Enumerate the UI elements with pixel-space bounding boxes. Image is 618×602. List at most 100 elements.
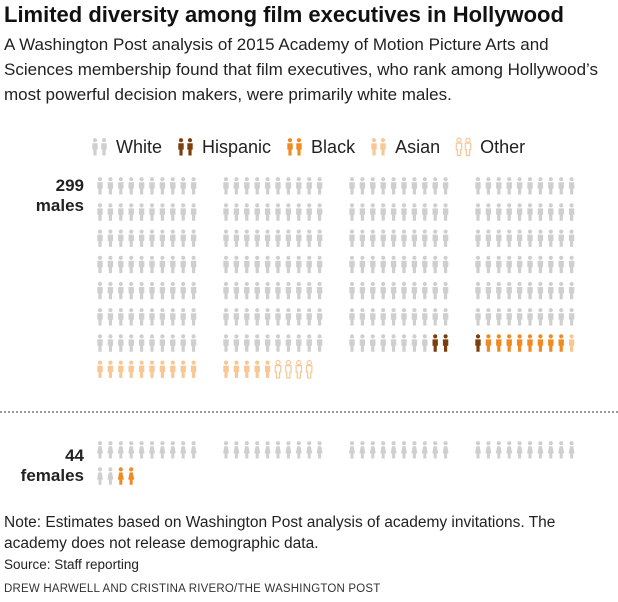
person-males-white-227 [411,308,418,326]
chart-subtitle: A Washington Post analysis of 2015 Acade… [4,35,599,104]
person-males-white-79 [558,203,564,221]
person-males-white-39 [558,177,564,195]
person-males-white-219 [306,308,312,326]
person-males-white-34 [506,177,512,195]
person-males-white-152 [485,255,492,274]
person-males-white-257 [285,334,292,352]
person-males-white-65 [390,203,397,221]
person-males-asian-280 [568,334,575,352]
person-males-white-81 [97,229,103,247]
person-males-white-17 [285,177,292,195]
person-males-white-12 [233,177,240,195]
person-males-white-56 [275,203,281,221]
person-females-white-14 [254,441,261,459]
person-males-white-252 [233,334,240,352]
person-females-white-42 [107,467,114,485]
person-males-white-20 [316,177,323,195]
person-males-white-90 [190,229,197,247]
person-males-white-263 [370,334,376,352]
person-males-white-3 [118,177,124,195]
females-group-label: 44 females [8,446,84,486]
person-males-white-209 [180,308,186,326]
person-males-white-15 [264,177,271,195]
person-males-white-2 [107,177,114,195]
person-males-white-110 [442,229,449,247]
person-males-white-55 [264,203,271,221]
person-males-white-67 [411,203,418,221]
person-males-white-190 [442,281,449,300]
person-males-white-260 [316,334,323,352]
person-males-white-95 [264,229,271,247]
person-males-black-273 [496,334,502,352]
person-males-asian-288 [170,360,176,378]
person-males-white-155 [516,255,523,274]
person-males-white-131 [223,255,229,274]
person-males-hispanic-270 [442,334,449,352]
person-males-white-204 [128,308,134,326]
legend-figure-hispanic-1 [178,138,184,156]
person-males-white-195 [516,281,523,300]
person-males-white-75 [516,203,523,221]
males-count: 299 [55,176,84,195]
person-males-white-216 [275,308,281,326]
person-males-white-9 [180,177,186,195]
person-males-white-158 [548,255,554,274]
person-males-white-102 [359,229,366,247]
person-males-white-249 [180,334,186,352]
person-females-white-7 [159,441,166,459]
person-females-white-34 [506,441,513,459]
person-males-white-268 [422,334,428,352]
person-males-white-245 [138,334,145,352]
person-males-white-51 [223,203,229,221]
person-males-white-175 [264,281,271,300]
person-males-white-103 [370,229,376,247]
person-males-white-267 [411,334,418,352]
person-males-white-87 [159,229,166,247]
person-males-white-25 [390,177,397,195]
chart-credit: DREW HARWELL AND CRISTINA RIVERO/THE WAS… [4,583,381,595]
person-males-white-156 [527,255,533,274]
person-males-black-277 [537,334,544,352]
person-males-white-57 [285,203,292,221]
person-males-white-164 [128,281,134,300]
person-males-hispanic-271 [475,334,481,352]
person-males-white-68 [422,203,428,221]
person-males-white-215 [264,308,271,326]
person-males-white-217 [285,308,292,326]
person-males-white-251 [223,334,229,352]
person-males-white-111 [475,229,481,247]
person-males-white-37 [537,177,544,195]
person-males-white-221 [349,308,355,326]
person-males-asian-290 [190,360,197,378]
person-males-white-108 [422,229,428,247]
person-males-asian-294 [254,360,260,378]
person-females-white-37 [537,441,544,459]
person-males-white-173 [244,281,250,300]
legend-item-white: White [90,135,162,159]
person-males-white-64 [380,203,386,221]
person-males-asian-285 [138,360,145,378]
person-males-other-299 [305,359,313,379]
person-males-white-78 [548,203,554,221]
person-males-white-264 [380,334,386,352]
person-females-white-13 [243,441,250,459]
person-males-white-82 [107,229,114,247]
females-count: 44 [65,446,84,465]
person-males-white-144 [380,255,386,274]
person-males-white-19 [306,177,312,195]
person-females-white-1 [97,441,103,459]
person-males-white-91 [223,229,229,247]
person-males-white-105 [390,229,397,247]
person-males-white-224 [380,308,386,326]
person-males-white-194 [506,281,512,300]
person-males-white-127 [159,255,166,274]
person-males-white-139 [306,255,312,274]
person-males-white-185 [390,281,397,300]
person-males-white-239 [558,308,564,326]
person-males-white-210 [190,308,197,326]
person-males-white-166 [149,281,155,300]
person-females-black-43 [117,467,124,485]
person-males-white-85 [138,229,145,247]
person-males-white-63 [370,203,376,221]
person-males-white-94 [254,229,260,247]
